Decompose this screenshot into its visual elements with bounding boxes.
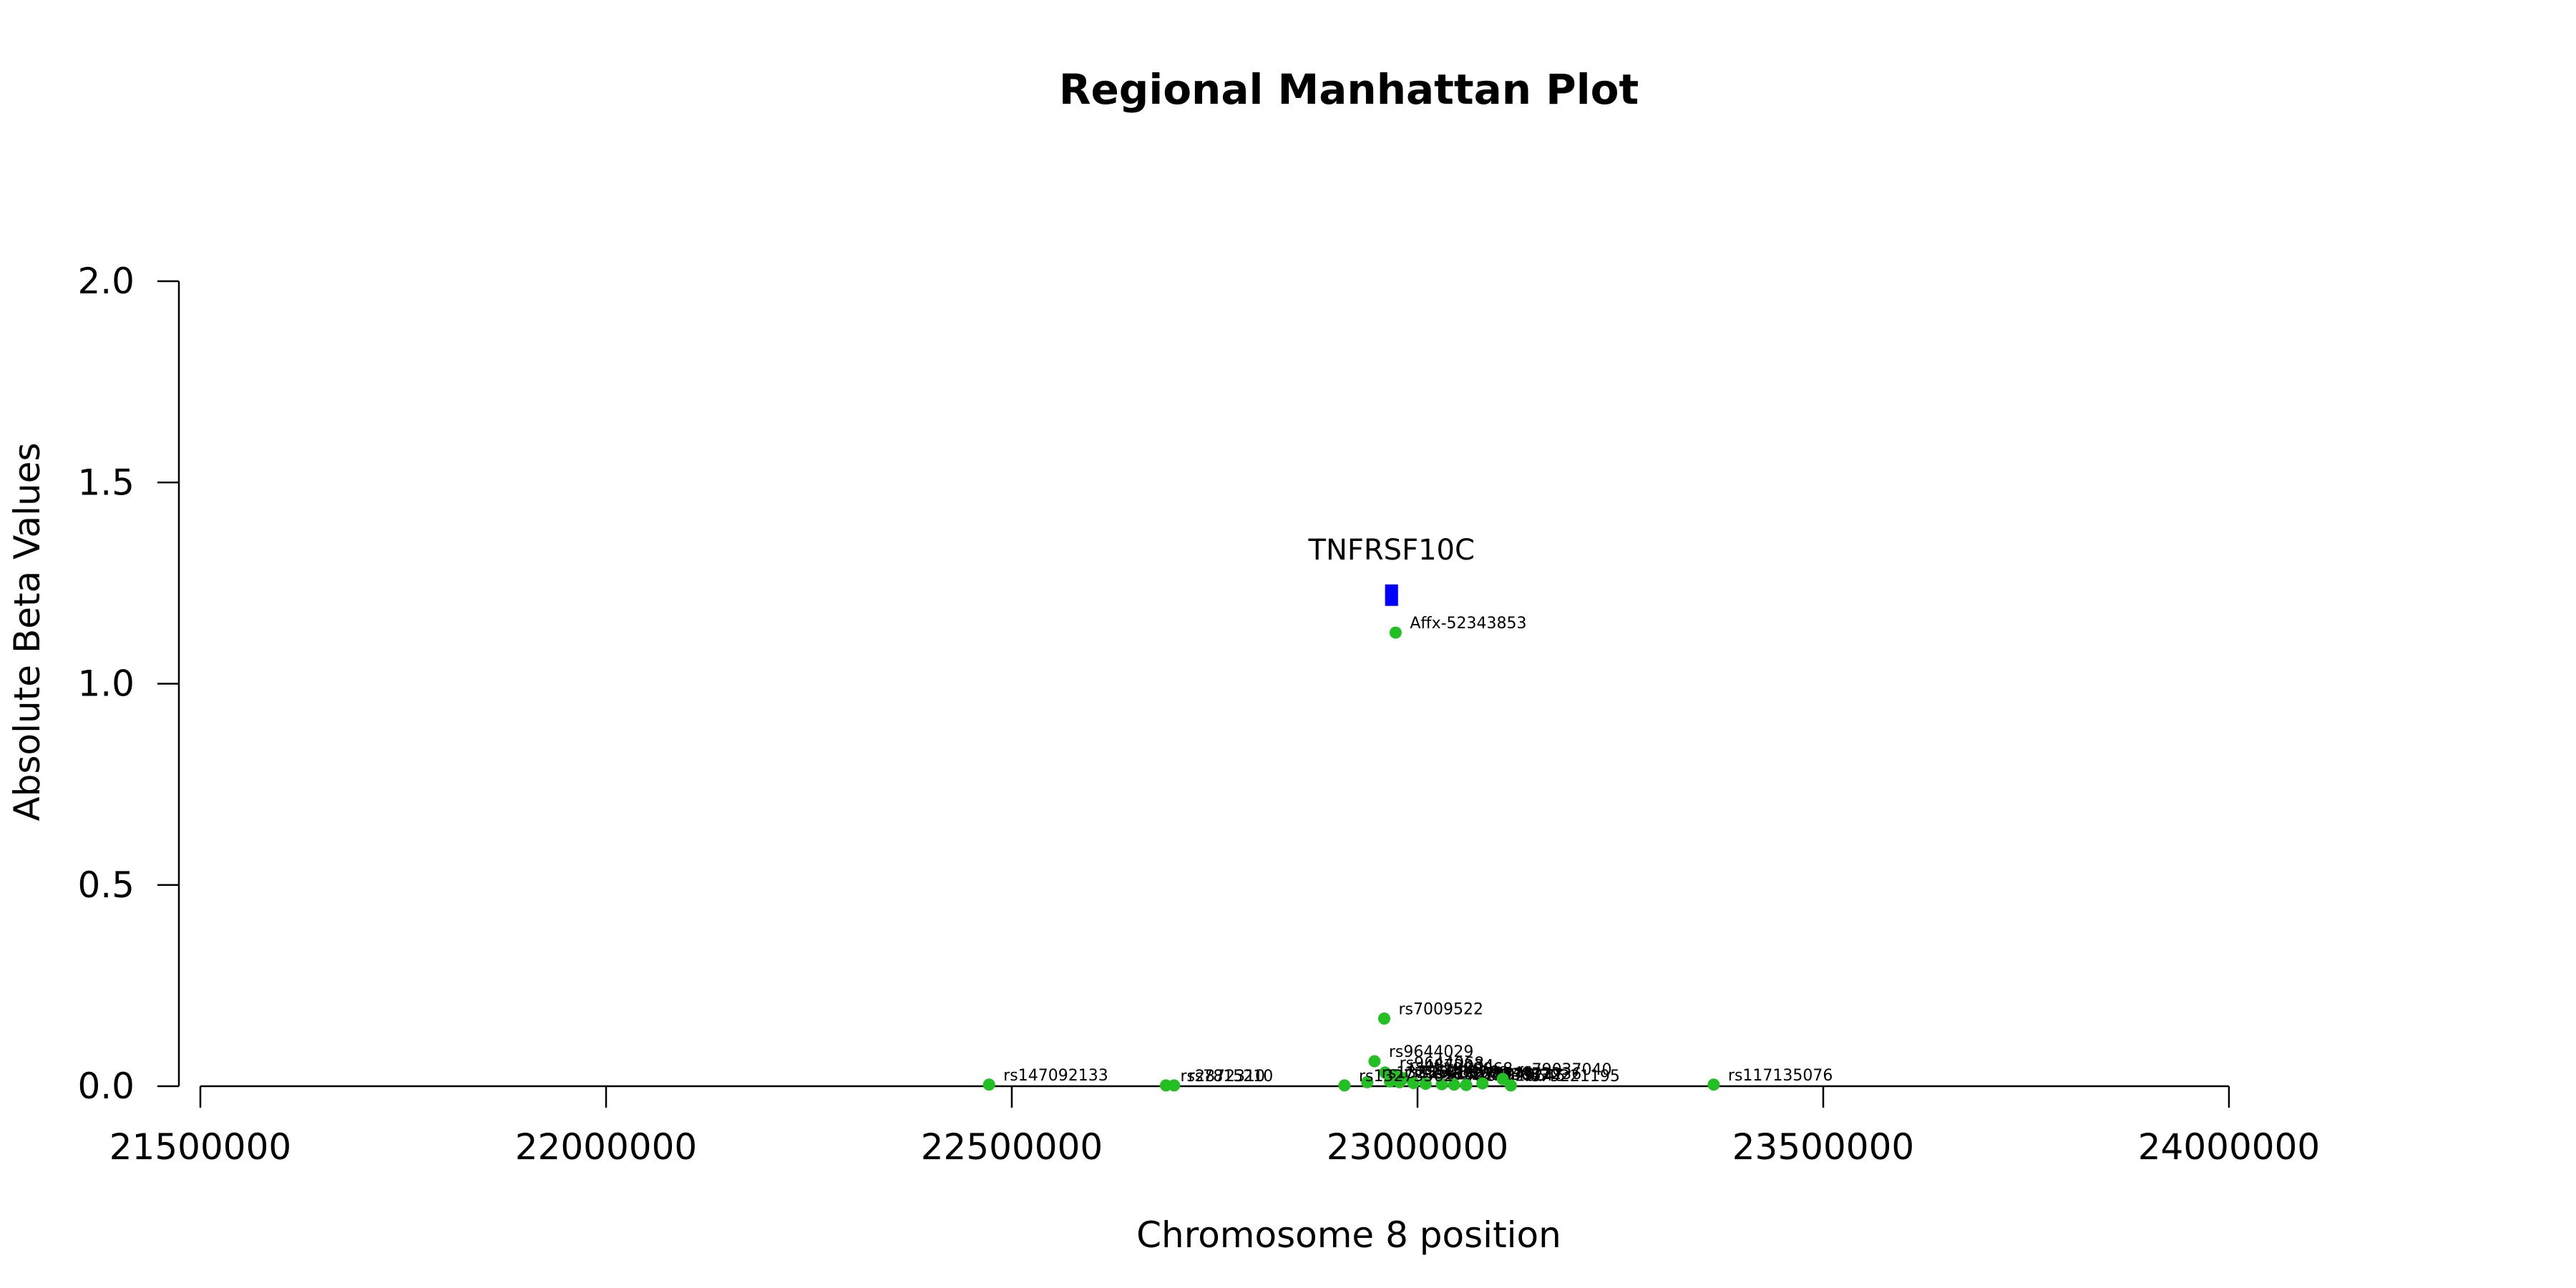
snp-label: rs7009522: [1399, 1001, 1483, 1019]
snp-label: rs7815210: [1189, 1068, 1274, 1085]
y-tick-label: 0.5: [77, 864, 135, 906]
snp-points: Affx-52343853 rs7009522 rs9644029rs9644068…: [982, 615, 1833, 1092]
snp-label: rs9644029: [1389, 1043, 1474, 1061]
y-tick-label: 2.0: [77, 260, 135, 302]
snp-label: rs147092133: [1003, 1067, 1108, 1085]
x-tick-label: 24000000: [2138, 1126, 2321, 1168]
snp-point: [1393, 1075, 1406, 1088]
snp-label: rs79221195: [1525, 1068, 1619, 1085]
snp-point: [1707, 1078, 1720, 1091]
snp-point: [1368, 1055, 1381, 1068]
snp-point: [1448, 1078, 1460, 1091]
chart-title: Regional Manhattan Plot: [1059, 65, 1639, 114]
snp-point: [982, 1078, 995, 1091]
snp-point: [1168, 1079, 1181, 1092]
y-axis-title: Absolute Beta Values: [6, 443, 48, 821]
x-tick-label: 23500000: [1732, 1126, 1915, 1168]
snp-point: [1496, 1073, 1509, 1085]
snp-label: rs13273562: [1359, 1068, 1453, 1085]
x-axis-title: Chromosome 8 position: [1136, 1214, 1561, 1256]
snp-point: [1378, 1013, 1391, 1025]
snp-label: rs4872234: [1409, 1057, 1494, 1075]
snp-point: [1389, 626, 1402, 639]
x-tick-label: 22000000: [515, 1126, 698, 1168]
snp-point: [1435, 1078, 1448, 1091]
axes: 0.0 0.5 1.0 1.5 2.0 21500000 22000000 22500000 2…: [77, 260, 2320, 1168]
gene-track: TNFRSF10C: [1308, 534, 1475, 606]
snp-label: rs13255418: [1382, 1064, 1476, 1082]
x-tick-label: 23000000: [1327, 1126, 1509, 1168]
x-tick-label: 22500000: [921, 1126, 1103, 1168]
snp-point: [1383, 1075, 1396, 1088]
gene-box: [1385, 584, 1398, 606]
gene-label: TNFRSF10C: [1308, 534, 1475, 567]
snp-point: [1504, 1079, 1517, 1092]
snp-label: rs10203779: [1414, 1064, 1508, 1082]
snp-label: rs7820645: [1480, 1067, 1566, 1085]
snp-label: Affx-52343853: [1410, 615, 1526, 633]
x-tick-label: 21500000: [109, 1126, 292, 1168]
snp-label: rs117135076: [1728, 1067, 1833, 1085]
snp-point: [1338, 1079, 1351, 1092]
y-tick-label: 0.0: [77, 1065, 135, 1107]
y-tick-label: 1.0: [77, 663, 135, 705]
y-tick-label: 1.5: [77, 462, 135, 503]
snp-label: rs9644068: [1400, 1055, 1485, 1073]
snp-point: [1419, 1078, 1432, 1091]
snp-label: rs79037040: [1517, 1061, 1611, 1079]
snp-point: [1379, 1066, 1392, 1079]
snp-point: [1361, 1075, 1374, 1088]
snp-point: [1476, 1077, 1489, 1090]
snp-label: rs11989068: [1418, 1060, 1513, 1078]
snp-label: rs2872310: [1180, 1068, 1265, 1085]
snp-point: [1460, 1078, 1473, 1091]
snp-point: [1407, 1077, 1420, 1089]
